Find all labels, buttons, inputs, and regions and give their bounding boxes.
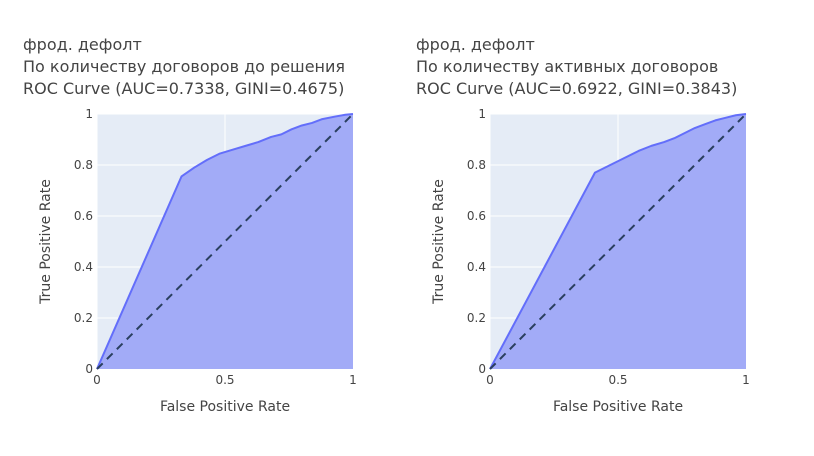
y-tick-label: 0.8 xyxy=(74,158,93,172)
x-tick-label: 1 xyxy=(349,373,357,387)
x-axis-label: False Positive Rate xyxy=(160,399,290,415)
y-tick-label: 0.6 xyxy=(74,209,93,223)
y-tick-label: 1 xyxy=(85,107,93,121)
x-tick-label: 0 xyxy=(93,373,101,387)
chart-title-line-2: По количеству активных договоров xyxy=(416,57,718,76)
chart-title-line-1: фрод. дефолт xyxy=(23,35,142,54)
y-tick-label: 0 xyxy=(85,362,93,376)
diagonal-reference-line xyxy=(96,113,354,370)
y-tick-label: 0.6 xyxy=(467,209,486,223)
x-tick-label: 0 xyxy=(486,373,494,387)
roc-line xyxy=(96,113,354,370)
y-tick-label: 0.4 xyxy=(74,260,93,274)
diagonal-reference-line xyxy=(489,113,747,370)
x-tick-label: 1 xyxy=(742,373,750,387)
y-tick-label: 1 xyxy=(478,107,486,121)
y-tick-label: 0.2 xyxy=(467,311,486,325)
roc-line xyxy=(489,113,747,370)
y-axis-label: True Positive Rate xyxy=(38,179,54,305)
y-tick-label: 0.8 xyxy=(467,158,486,172)
chart-title-line-1: фрод. дефолт xyxy=(416,35,535,54)
y-tick-label: 0 xyxy=(478,362,486,376)
chart-title-line-3: ROC Curve (AUC=0.6922, GINI=0.3843) xyxy=(416,79,737,98)
x-tick-label: 0.5 xyxy=(215,373,234,387)
chart-title-line-2: По количеству договоров до решения xyxy=(23,57,345,76)
chart-title-line-3: ROC Curve (AUC=0.7338, GINI=0.4675) xyxy=(23,79,344,98)
y-tick-label: 0.4 xyxy=(467,260,486,274)
x-tick-label: 0.5 xyxy=(608,373,627,387)
y-axis-label: True Positive Rate xyxy=(431,179,447,305)
chart-panel-1: 0 0.5 1 0 0.2 0.4 0.6 0.8 1 False Positive Rate Tr… xyxy=(23,35,357,415)
x-axis-label: False Positive Rate xyxy=(553,399,683,415)
chart-panel-2: 0 0.5 1 0 0.2 0.4 0.6 0.8 1 False Positive Rate Tr… xyxy=(416,35,750,415)
y-tick-label: 0.2 xyxy=(74,311,93,325)
